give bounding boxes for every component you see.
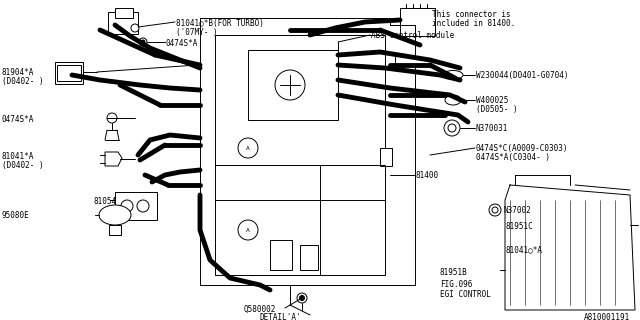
Text: 81951C: 81951C xyxy=(505,222,532,231)
Text: This connector is: This connector is xyxy=(432,10,511,19)
Text: 0474S*A: 0474S*A xyxy=(166,39,198,48)
Circle shape xyxy=(492,207,498,213)
Text: 81041○*A: 81041○*A xyxy=(505,245,542,254)
Text: 81054: 81054 xyxy=(93,197,116,206)
Text: 0474S*C(A0009-C0303): 0474S*C(A0009-C0303) xyxy=(476,144,568,153)
Text: (D0505- ): (D0505- ) xyxy=(476,105,518,114)
Bar xyxy=(248,50,338,120)
Bar xyxy=(109,225,121,235)
Ellipse shape xyxy=(445,95,461,105)
Text: EGI CONTROL: EGI CONTROL xyxy=(440,290,491,299)
Bar xyxy=(300,245,318,270)
Text: 81400: 81400 xyxy=(416,171,439,180)
Bar xyxy=(380,148,392,166)
Text: A810001191: A810001191 xyxy=(584,313,630,320)
Text: (D0402- ): (D0402- ) xyxy=(2,77,44,86)
Circle shape xyxy=(121,200,133,212)
Text: 95080E: 95080E xyxy=(2,211,29,220)
Text: (D0402- ): (D0402- ) xyxy=(2,161,44,170)
Text: 81041○*B(FOR TURBO): 81041○*B(FOR TURBO) xyxy=(176,19,264,28)
Circle shape xyxy=(448,124,456,132)
Circle shape xyxy=(137,200,149,212)
Circle shape xyxy=(275,70,305,100)
Bar xyxy=(115,192,157,220)
Text: A: A xyxy=(246,146,250,150)
Circle shape xyxy=(238,138,258,158)
Circle shape xyxy=(238,220,258,240)
Text: N37002: N37002 xyxy=(503,206,531,215)
Circle shape xyxy=(131,24,139,32)
Circle shape xyxy=(444,120,460,136)
Circle shape xyxy=(139,38,147,46)
Bar xyxy=(55,62,83,84)
Circle shape xyxy=(297,293,307,303)
Text: ABS control module: ABS control module xyxy=(371,31,454,40)
Circle shape xyxy=(141,40,145,44)
Text: 0474S*A(C0304- ): 0474S*A(C0304- ) xyxy=(476,153,550,162)
Circle shape xyxy=(107,113,117,123)
Bar xyxy=(400,8,435,36)
Ellipse shape xyxy=(99,205,131,225)
Bar xyxy=(215,35,385,275)
Circle shape xyxy=(300,295,305,300)
Text: N370031: N370031 xyxy=(476,124,508,133)
Text: DETAIL'A': DETAIL'A' xyxy=(260,313,301,320)
Text: FIG.096: FIG.096 xyxy=(440,280,472,289)
Bar xyxy=(270,240,292,270)
Text: ('07MY- ): ('07MY- ) xyxy=(176,28,218,37)
Text: W230044(D0401-G0704): W230044(D0401-G0704) xyxy=(476,71,568,80)
Text: Q580002: Q580002 xyxy=(244,305,276,314)
Text: W400025: W400025 xyxy=(476,96,508,105)
Text: included in 81400.: included in 81400. xyxy=(432,19,515,28)
Circle shape xyxy=(489,204,501,216)
Bar xyxy=(57,65,81,81)
Text: 81041*A: 81041*A xyxy=(2,152,35,161)
Bar xyxy=(115,8,133,18)
Text: 0474S*A: 0474S*A xyxy=(2,115,35,124)
Ellipse shape xyxy=(443,70,463,79)
Bar xyxy=(108,12,138,34)
Text: 81951B: 81951B xyxy=(440,268,468,277)
Polygon shape xyxy=(105,152,122,166)
Text: 81904*A: 81904*A xyxy=(2,68,35,77)
Text: A: A xyxy=(246,228,250,233)
